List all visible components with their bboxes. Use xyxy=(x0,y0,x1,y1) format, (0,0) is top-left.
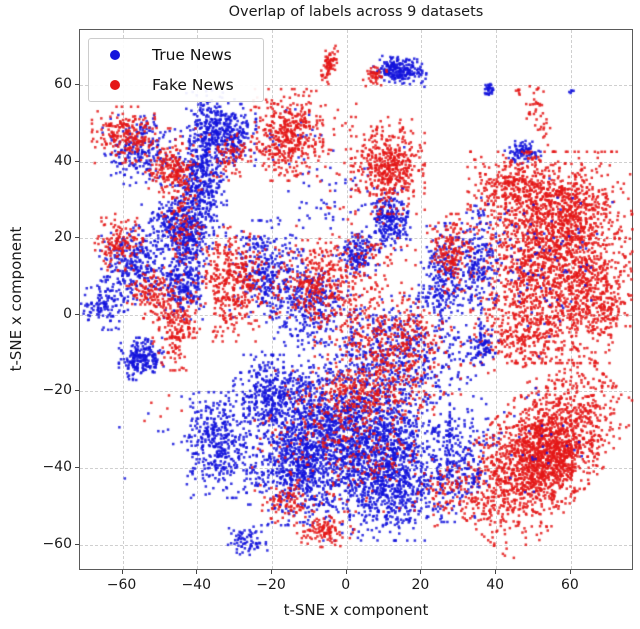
y-tick-label: −60 xyxy=(42,535,72,552)
x-tick-mark xyxy=(196,570,198,574)
fake-news-dot-icon xyxy=(110,79,120,90)
y-tick-label: −40 xyxy=(42,459,72,475)
scatter-points-layer xyxy=(80,30,634,571)
x-tick-mark xyxy=(569,570,571,574)
x-tick-mark xyxy=(271,570,272,574)
x-tick-mark xyxy=(345,570,347,574)
legend-item-true-news: True News xyxy=(89,42,263,68)
x-tick-label: 60 xyxy=(560,577,579,593)
y-tick-mark xyxy=(75,543,79,545)
x-tick-label: −60 xyxy=(106,577,137,593)
legend: True News Fake News xyxy=(88,38,264,102)
x-tick-mark xyxy=(495,570,497,574)
x-tick-label: 0 xyxy=(341,577,351,593)
y-tick-label: 40 xyxy=(54,152,72,169)
y-tick-mark xyxy=(75,160,79,162)
y-tick-label: 60 xyxy=(54,76,72,93)
y-tick-label: 0 xyxy=(63,305,72,322)
x-tick-label: 40 xyxy=(486,577,505,593)
plot-area xyxy=(79,29,634,571)
y-axis-label: t-SNE x component xyxy=(7,226,25,372)
x-tick-label: −40 xyxy=(181,577,212,593)
y-tick-mark xyxy=(75,237,79,239)
x-tick-mark xyxy=(420,570,422,574)
y-tick-mark xyxy=(75,390,79,392)
y-tick-label: 20 xyxy=(54,229,72,246)
y-tick-mark xyxy=(75,313,79,315)
y-tick-mark xyxy=(75,84,79,86)
x-tick-mark xyxy=(121,570,123,574)
x-axis-label: t-SNE x component xyxy=(283,601,429,619)
legend-item-fake-news: Fake News xyxy=(89,72,263,98)
chart-title: Overlap of labels across 9 datasets xyxy=(228,4,484,20)
legend-label-true-news: True News xyxy=(152,46,232,65)
legend-label-fake-news: Fake News xyxy=(152,75,234,94)
y-tick-mark xyxy=(75,467,79,468)
y-tick-label: −20 xyxy=(42,382,72,399)
x-tick-label: −20 xyxy=(256,577,286,593)
true-news-dot-icon xyxy=(110,50,120,61)
x-tick-label: 20 xyxy=(411,577,430,593)
